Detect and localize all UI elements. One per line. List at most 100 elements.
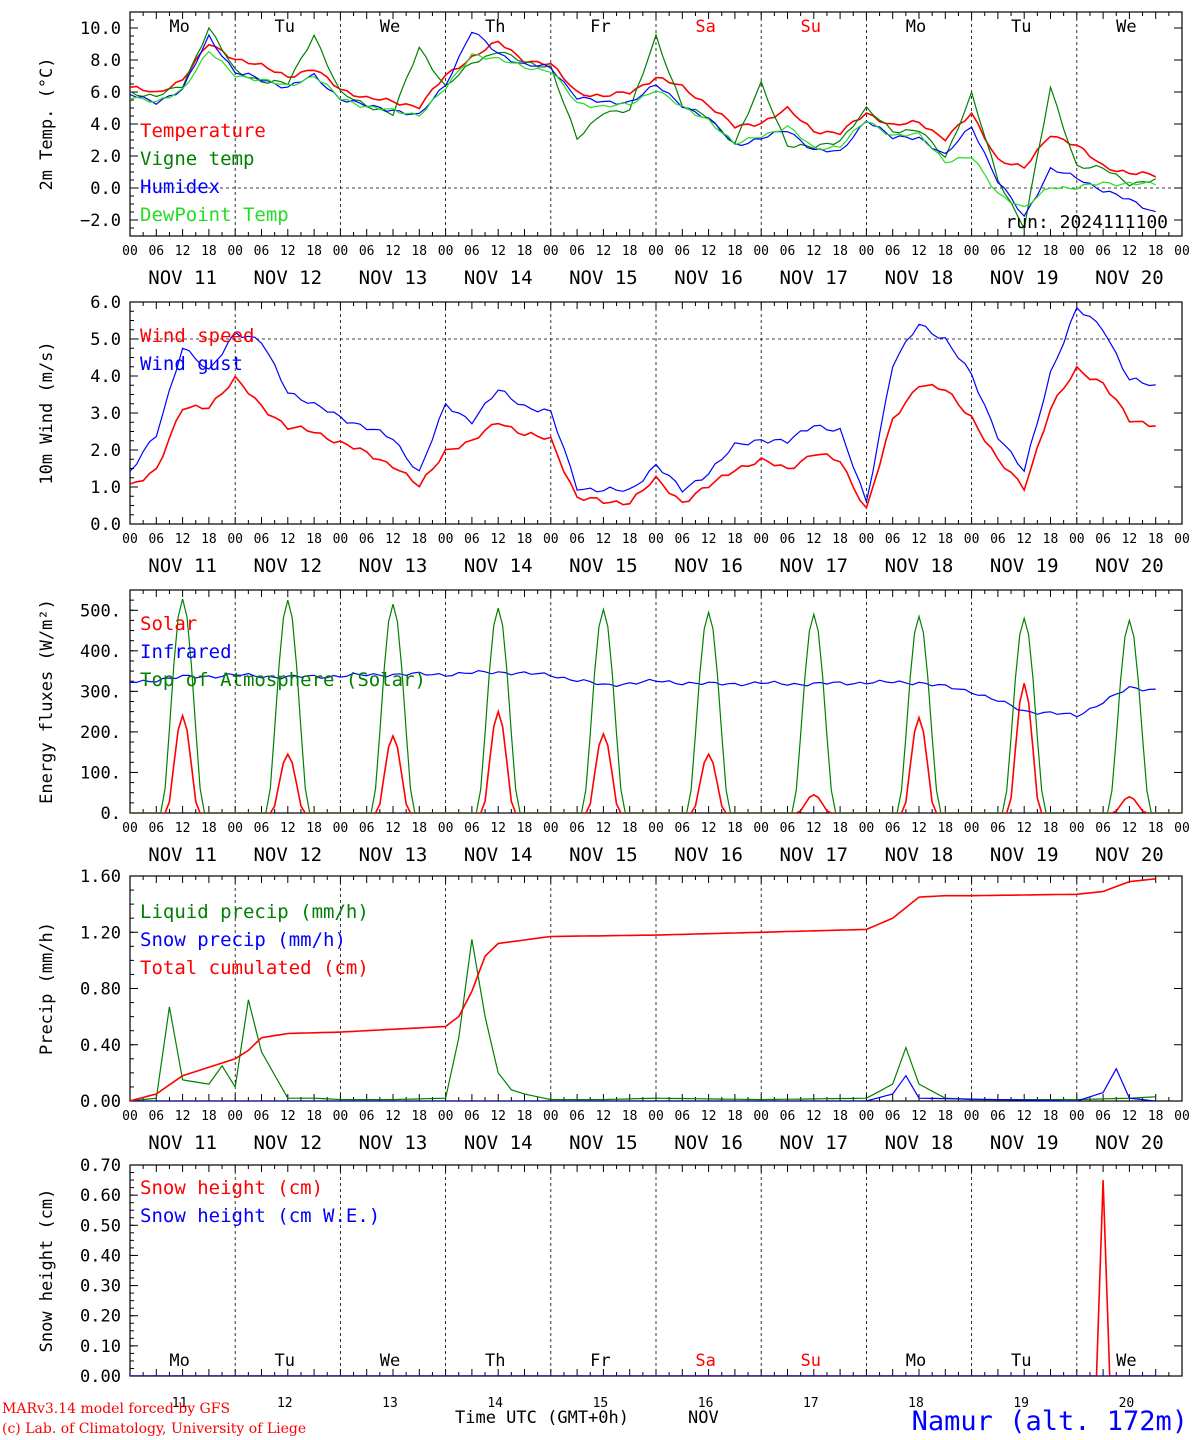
hour-tick-label: 00	[122, 821, 138, 836]
hour-tick-label: 00	[753, 244, 769, 259]
hour-tick-label: 06	[148, 1109, 164, 1124]
y-tick-label: 400.	[80, 642, 121, 662]
hour-tick-label: 18	[1148, 244, 1164, 259]
hour-tick-label: 18	[201, 532, 217, 547]
hour-tick-label: 12	[911, 532, 927, 547]
hour-tick-label: 06	[674, 1109, 690, 1124]
hour-tick-label: 12	[280, 1109, 296, 1124]
hour-tick-label: 12	[1016, 821, 1032, 836]
hour-tick-label: 18	[411, 244, 427, 259]
hour-tick-label: 12	[280, 821, 296, 836]
hour-tick-label: 18	[832, 244, 848, 259]
hour-tick-label: 18	[622, 244, 638, 259]
weekday-label: Tu	[275, 17, 295, 37]
hour-tick-label: 00	[964, 1109, 980, 1124]
date-label: NOV 17	[779, 555, 848, 577]
day-number-label: 11	[172, 1396, 188, 1411]
date-label: NOV 20	[1095, 1132, 1164, 1154]
y-tick-label: 10.0	[80, 19, 121, 39]
day-number-label: 20	[1119, 1396, 1135, 1411]
date-label: NOV 18	[885, 555, 954, 577]
y-tick-label: 0.50	[80, 1216, 121, 1236]
hour-tick-label: 12	[911, 821, 927, 836]
hour-tick-label: 06	[148, 532, 164, 547]
legend-entry: Top of Atmosphere (Solar)	[140, 669, 426, 691]
hour-tick-label: 06	[780, 1109, 796, 1124]
y-axis-label: 2m Temp. (°C)	[37, 57, 57, 190]
weekday-label: Mo	[906, 17, 926, 37]
date-label: NOV 18	[885, 1132, 954, 1154]
y-tick-label: 0.40	[80, 1036, 121, 1056]
weekday-label: Tu	[275, 1351, 295, 1371]
y-tick-label: 0.80	[80, 980, 121, 1000]
series-line	[130, 306, 1156, 504]
y-tick-label: 0.30	[80, 1277, 121, 1297]
hour-tick-label: 06	[990, 244, 1006, 259]
hour-tick-label: 12	[490, 821, 506, 836]
date-label: NOV 15	[569, 844, 638, 866]
hour-tick-label: 12	[280, 244, 296, 259]
hour-tick-label: 06	[885, 1109, 901, 1124]
hour-tick-label: 00	[227, 532, 243, 547]
hour-tick-label: 06	[464, 1109, 480, 1124]
hour-tick-label: 00	[543, 244, 559, 259]
series-group	[130, 306, 1156, 510]
hour-tick-label: 12	[1122, 532, 1138, 547]
series-line	[130, 50, 1156, 208]
weekday-label: Su	[801, 1351, 821, 1371]
date-label: NOV 12	[253, 1132, 322, 1154]
hour-tick-label: 06	[990, 1109, 1006, 1124]
hour-tick-label: 06	[780, 821, 796, 836]
hour-tick-label: 12	[175, 821, 191, 836]
weekday-label: Tu	[1011, 1351, 1031, 1371]
series-line	[130, 669, 1156, 718]
date-label: NOV 16	[674, 844, 743, 866]
weekday-label: We	[380, 1351, 400, 1371]
hour-tick-label: 06	[254, 244, 270, 259]
date-label: NOV 17	[779, 844, 848, 866]
hour-tick-label: 06	[359, 1109, 375, 1124]
date-label: NOV 12	[253, 844, 322, 866]
legend-entry: Infrared	[140, 641, 232, 663]
legend-entry: Temperature	[140, 120, 266, 142]
hour-tick-label: 18	[1148, 532, 1164, 547]
weekday-label: Mo	[169, 1351, 189, 1371]
run-label: run: 2024111100	[1005, 212, 1168, 233]
hour-tick-label: 18	[201, 244, 217, 259]
hour-tick-label: 12	[596, 821, 612, 836]
y-tick-label: 4.0	[90, 115, 121, 135]
date-label: NOV 15	[569, 555, 638, 577]
y-tick-label: 0.20	[80, 1307, 121, 1327]
y-tick-label: 300.	[80, 682, 121, 702]
hour-tick-label: 06	[254, 532, 270, 547]
series-line	[130, 365, 1156, 510]
hour-tick-label: 18	[201, 1109, 217, 1124]
hour-tick-label: 12	[596, 532, 612, 547]
y-tick-label: 0.00	[80, 1367, 121, 1387]
hour-tick-label: 00	[1174, 821, 1190, 836]
hour-tick-label: 18	[306, 244, 322, 259]
hour-tick-label: 00	[333, 821, 349, 836]
date-label: NOV 19	[990, 1132, 1059, 1154]
hour-tick-label: 12	[701, 1109, 717, 1124]
series-group	[130, 598, 1182, 813]
day-number-label: 16	[698, 1396, 714, 1411]
date-label: NOV 13	[359, 267, 428, 289]
series-line	[130, 1067, 1156, 1101]
date-label: NOV 14	[464, 1132, 533, 1154]
legend-entry: Snow height (cm W.E.)	[140, 1205, 380, 1227]
hour-tick-label: 06	[464, 532, 480, 547]
hour-tick-label: 18	[517, 821, 533, 836]
hour-tick-label: 18	[832, 532, 848, 547]
hour-tick-label: 12	[175, 1109, 191, 1124]
hour-tick-label: 00	[1069, 244, 1085, 259]
y-tick-label: 8.0	[90, 51, 121, 71]
hour-tick-label: 00	[1174, 532, 1190, 547]
hour-tick-label: 18	[517, 532, 533, 547]
date-label: NOV 14	[464, 555, 533, 577]
hour-tick-label: 00	[859, 821, 875, 836]
day-number-label: 18	[908, 1396, 924, 1411]
date-label: NOV 16	[674, 1132, 743, 1154]
legend-entry: Wind gust	[140, 353, 243, 375]
